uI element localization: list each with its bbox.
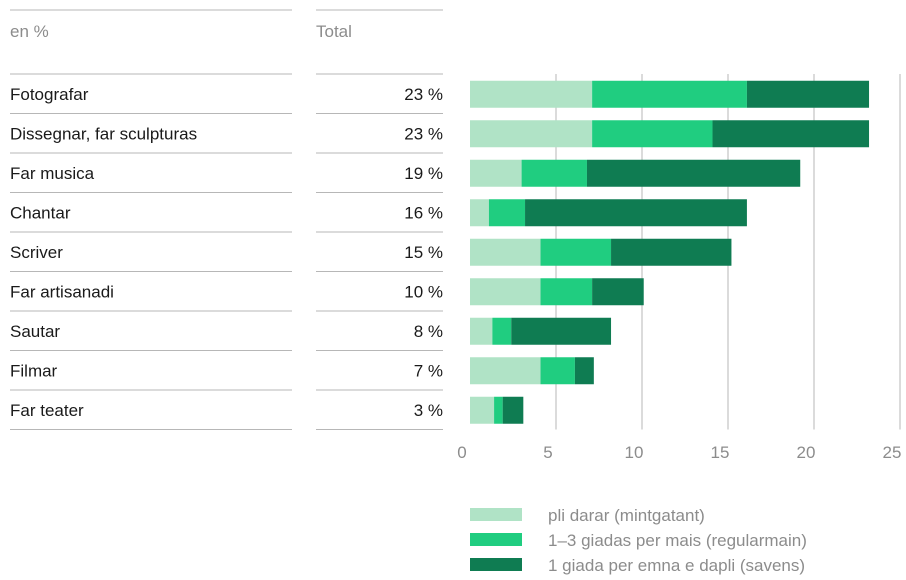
x-tick-label: 10 [625, 443, 644, 462]
total-value: 10 % [404, 283, 443, 302]
bar-segment-fotografar-s3 [746, 80, 870, 108]
bar-segment-far-musica-s1 [470, 159, 522, 187]
bar-segment-far-musica-s3 [586, 159, 801, 187]
category-label: Sautar [10, 322, 60, 341]
category-label: Chantar [10, 204, 71, 223]
bar-segment-chantar-s3 [525, 199, 747, 227]
total-value: 15 % [404, 243, 443, 262]
legend: pli darar (mintgatant) 1–3 giadas per mai… [470, 506, 807, 575]
category-label: Filmar [10, 362, 58, 381]
bar-segment-fotografar-s2 [592, 80, 747, 108]
category-label: Scriver [10, 243, 63, 262]
legend-swatch [470, 508, 522, 521]
bar-segment-dissegnar-far-sculpturas-s3 [712, 120, 870, 148]
bar-segment-dissegnar-far-sculpturas-s2 [592, 120, 713, 148]
bar-segment-scriver-s3 [611, 238, 732, 266]
bar-segment-chantar-s1 [470, 199, 489, 227]
bar-segment-far-artisanadi-s1 [470, 278, 541, 306]
bar-segment-filmar-s2 [540, 357, 575, 385]
bar-segment-fotografar-s1 [470, 80, 593, 108]
x-tick-label: 20 [797, 443, 816, 462]
bar-segment-scriver-s2 [540, 238, 612, 266]
x-tick-label: 25 [883, 443, 902, 462]
bar-segment-far-musica-s2 [521, 159, 587, 187]
total-value: 23 % [404, 125, 443, 144]
category-rows: Fotografar 23 % Dissegnar, far sculpturas 2… [10, 73, 443, 430]
category-label: Fotografar [10, 85, 89, 104]
x-tick-label: 0 [457, 443, 466, 462]
total-value: 3 % [414, 401, 443, 420]
bar-segment-filmar-s1 [470, 357, 541, 385]
bar-segment-far-teater-s1 [470, 396, 495, 424]
bar-segment-chantar-s2 [488, 199, 526, 227]
total-value: 16 % [404, 204, 443, 223]
x-tick-label: 5 [543, 443, 552, 462]
legend-label: pli darar (mintgatant) [548, 506, 705, 525]
x-tick-label: 15 [711, 443, 730, 462]
unit-label: en % [10, 22, 49, 41]
bar-segment-scriver-s1 [470, 238, 541, 266]
legend-swatch [470, 558, 522, 571]
legend-swatch [470, 533, 522, 546]
total-column-header: Total [316, 22, 352, 41]
bar-segment-sautar-s3 [511, 317, 612, 345]
bar-segment-sautar-s2 [492, 317, 512, 345]
bar-segment-far-artisanadi-s3 [592, 278, 644, 306]
bar-segment-far-artisanadi-s2 [540, 278, 593, 306]
total-value: 7 % [414, 362, 443, 381]
total-value: 23 % [404, 85, 443, 104]
category-label: Far teater [10, 401, 84, 420]
bars [470, 80, 870, 424]
category-label: Far artisanadi [10, 283, 114, 302]
total-value: 8 % [414, 322, 443, 341]
bar-segment-sautar-s1 [470, 317, 493, 345]
bar-segment-far-teater-s3 [502, 396, 524, 424]
category-label: Far musica [10, 164, 95, 183]
total-value: 19 % [404, 164, 443, 183]
bar-segment-far-teater-s2 [494, 396, 503, 424]
legend-label: 1–3 giadas per mais (regularmain) [548, 531, 807, 550]
bar-segment-dissegnar-far-sculpturas-s1 [470, 120, 593, 148]
legend-label: 1 giada per emna e dapli (savens) [548, 556, 805, 575]
x-axis-ticks: 0 5 10 15 20 25 [457, 443, 901, 462]
category-label: Dissegnar, far sculpturas [10, 125, 197, 144]
bar-segment-filmar-s3 [574, 357, 594, 385]
